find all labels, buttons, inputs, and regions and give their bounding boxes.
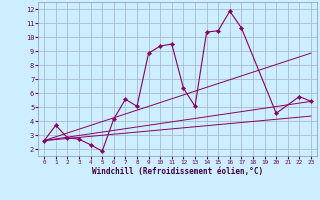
X-axis label: Windchill (Refroidissement éolien,°C): Windchill (Refroidissement éolien,°C) bbox=[92, 167, 263, 176]
